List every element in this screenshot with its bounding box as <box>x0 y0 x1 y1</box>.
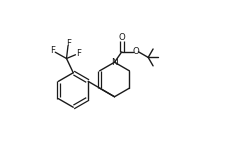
Text: O: O <box>119 33 125 42</box>
Text: F: F <box>66 39 71 48</box>
Text: F: F <box>76 49 81 58</box>
Text: N: N <box>111 58 118 67</box>
Text: O: O <box>132 47 139 56</box>
Text: F: F <box>50 46 55 55</box>
